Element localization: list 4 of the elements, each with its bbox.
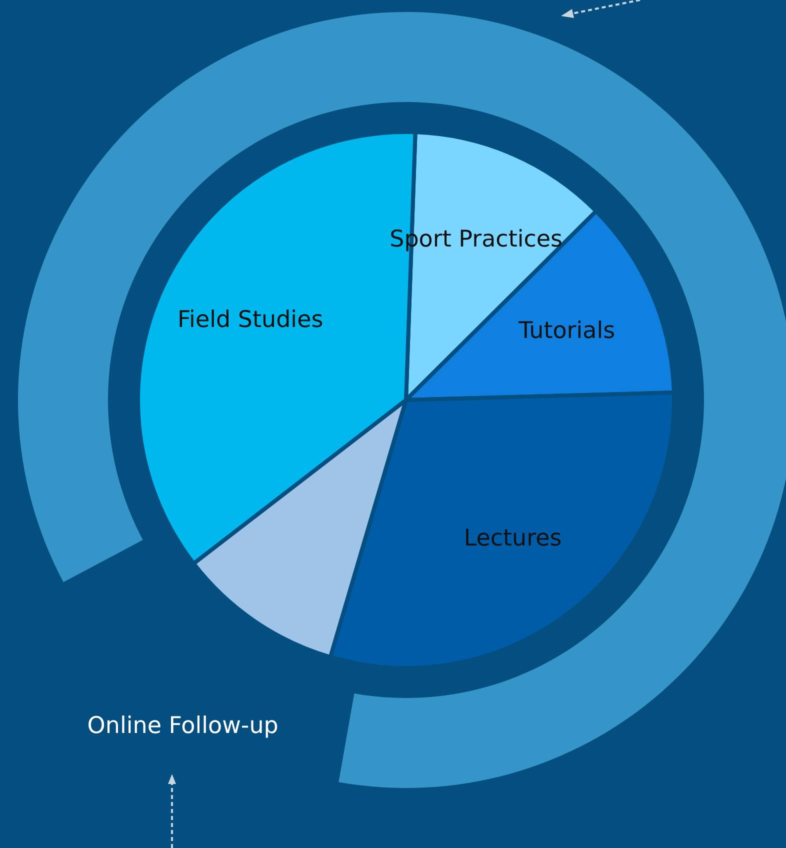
slice-label: Lectures (464, 526, 562, 552)
slice-label: Field Studies (177, 307, 324, 334)
slice-label: Tutorials (518, 318, 616, 344)
slice-label: Online Follow-up (87, 712, 278, 739)
